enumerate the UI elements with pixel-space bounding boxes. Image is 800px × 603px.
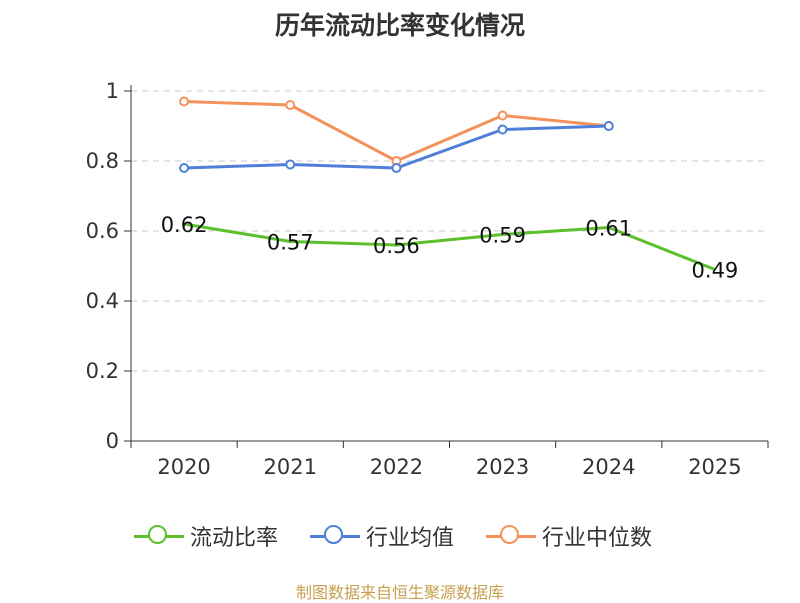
legend-label-industry-mean: 行业均值 xyxy=(366,526,455,551)
x-tick-label: 2024 xyxy=(582,455,635,479)
series-line-industry-median xyxy=(184,100,609,163)
y-tick-label: 0 xyxy=(106,429,119,453)
y-tick-label: 0.2 xyxy=(86,359,119,383)
data-point xyxy=(285,100,296,110)
data-point xyxy=(179,163,190,173)
legend-label-industry-median: 行业中位数 xyxy=(542,526,653,551)
y-tick-label: 0.4 xyxy=(86,289,119,313)
legend-swatch-industry-mean xyxy=(310,520,360,552)
series-line-current-ratio xyxy=(183,222,716,271)
legend-item-industry-mean[interactable]: 行业均值 xyxy=(310,520,454,552)
legend-swatch-industry-median xyxy=(486,520,536,552)
data-label: 0.49 xyxy=(692,259,739,283)
data-label: 0.61 xyxy=(585,217,632,241)
x-tick-label: 2025 xyxy=(688,455,741,479)
data-label: 0.56 xyxy=(373,234,420,258)
y-tick-label: 1 xyxy=(106,79,119,103)
x-tick-label: 2020 xyxy=(157,455,210,479)
data-point xyxy=(179,96,190,107)
legend-swatch-current-ratio xyxy=(134,520,184,552)
data-point xyxy=(285,159,296,170)
legend-label-current-ratio: 流动比率 xyxy=(190,526,279,551)
x-tick-label: 2022 xyxy=(370,455,423,479)
data-point xyxy=(497,110,508,121)
data-label: 0.62 xyxy=(161,213,208,237)
y-tick-label: 0.6 xyxy=(86,219,119,243)
y-tick-label: 0.8 xyxy=(86,149,119,173)
data-label: 0.57 xyxy=(267,231,314,255)
data-point xyxy=(603,121,614,131)
data-label: 0.59 xyxy=(479,224,526,248)
x-tick-label: 2021 xyxy=(264,455,317,479)
data-point xyxy=(497,124,508,135)
legend-item-industry-median[interactable]: 行业中位数 xyxy=(486,520,652,552)
chart-title: 历年流动比率变化情况 xyxy=(274,11,525,40)
data-source-note: 制图数据来自恒生聚源数据库 xyxy=(295,583,504,602)
data-point xyxy=(391,163,402,173)
legend-item-current-ratio[interactable]: 流动比率 xyxy=(134,520,278,552)
x-tick-label: 2023 xyxy=(476,455,529,479)
